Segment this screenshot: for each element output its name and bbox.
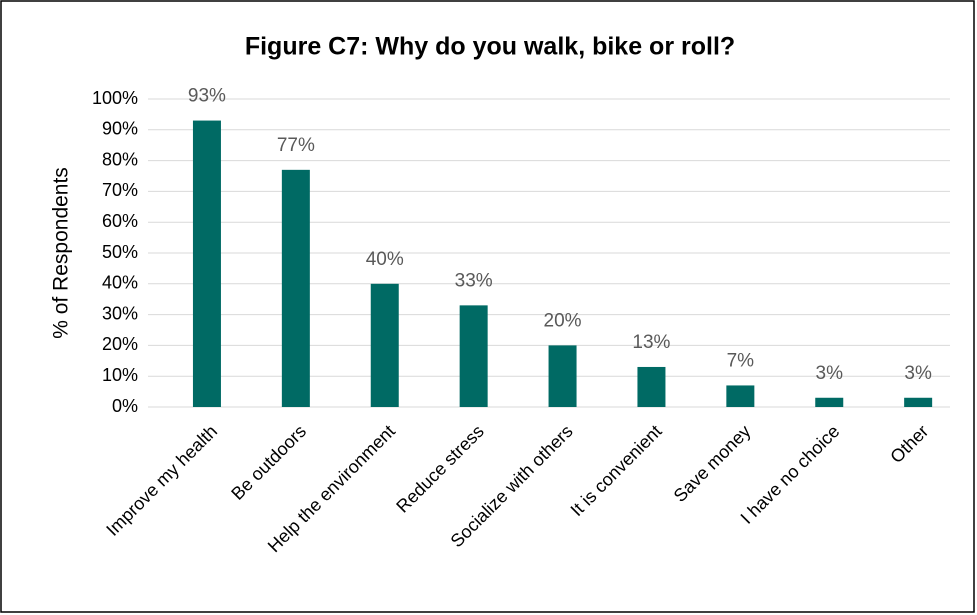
value-label: 3% xyxy=(904,363,932,384)
bar xyxy=(281,169,310,407)
y-tick-label: 40% xyxy=(102,273,138,293)
bar xyxy=(904,397,933,407)
bar xyxy=(815,397,844,407)
y-tick-label: 30% xyxy=(102,303,138,323)
y-tick-label: 90% xyxy=(102,119,138,139)
y-tick-label: 0% xyxy=(112,396,138,416)
y-tick-label: 60% xyxy=(102,211,138,231)
y-tick-label: 10% xyxy=(102,365,138,385)
value-label: 20% xyxy=(544,310,582,331)
value-label: 93% xyxy=(188,86,226,107)
bar xyxy=(459,305,488,407)
value-label: 77% xyxy=(277,135,315,156)
bar xyxy=(192,120,221,407)
y-tick-label: 70% xyxy=(102,180,138,200)
value-label: 40% xyxy=(366,249,404,270)
bar xyxy=(370,283,399,407)
value-label: 3% xyxy=(816,363,844,384)
chart-title: Figure C7: Why do you walk, bike or roll… xyxy=(245,33,735,61)
y-tick-label: 20% xyxy=(102,334,138,354)
y-tick-label: 80% xyxy=(102,149,138,169)
value-label: 7% xyxy=(727,350,755,371)
y-tick-label: 50% xyxy=(102,242,138,262)
bar xyxy=(726,385,755,407)
value-label: 33% xyxy=(455,270,493,291)
bar xyxy=(548,345,577,407)
bar xyxy=(637,366,666,407)
value-label: 13% xyxy=(632,332,670,353)
y-axis-label: % of Respondents xyxy=(50,167,73,339)
y-tick-label: 100% xyxy=(92,88,138,108)
